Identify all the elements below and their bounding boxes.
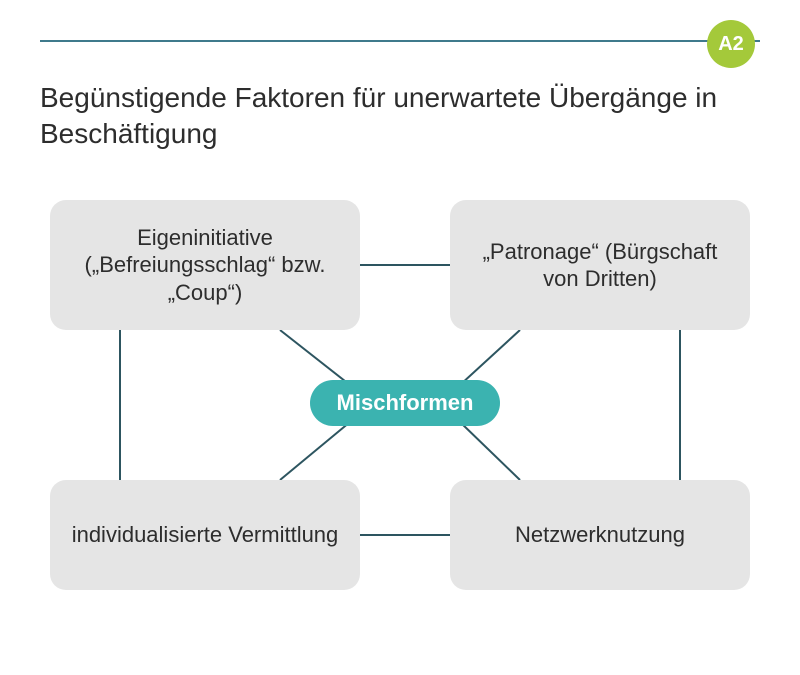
- page: A2 Begünstigende Faktoren für unerwartet…: [0, 0, 800, 675]
- page-title: Begünstigende Faktoren für unerwartete Ü…: [40, 80, 760, 153]
- edge: [280, 330, 350, 385]
- node-label: Eigeninitiative („Befreiungsschlag“ bzw.…: [68, 224, 342, 307]
- node-patronage: „Patronage“ (Bürgschaft von Dritten): [450, 200, 750, 330]
- node-netzwerknutzung: Netzwerknutzung: [450, 480, 750, 590]
- node-mischformen: Mischformen: [310, 380, 500, 426]
- node-label: Mischformen: [337, 390, 474, 416]
- edge: [460, 330, 520, 385]
- section-badge-label: A2: [718, 33, 744, 56]
- node-vermittlung: individualisierte Vermittlung: [50, 480, 360, 590]
- node-eigeninitiative: Eigeninitiative („Befreiungsschlag“ bzw.…: [50, 200, 360, 330]
- node-label: „Patronage“ (Bürgschaft von Dritten): [468, 238, 732, 293]
- diagram: Eigeninitiative („Befreiungsschlag“ bzw.…: [40, 190, 760, 610]
- node-label: individualisierte Vermittlung: [72, 521, 339, 549]
- node-label: Netzwerknutzung: [515, 521, 685, 549]
- section-badge: A2: [707, 20, 755, 68]
- top-rule: [40, 40, 760, 42]
- edge: [460, 422, 520, 480]
- edge: [280, 422, 350, 480]
